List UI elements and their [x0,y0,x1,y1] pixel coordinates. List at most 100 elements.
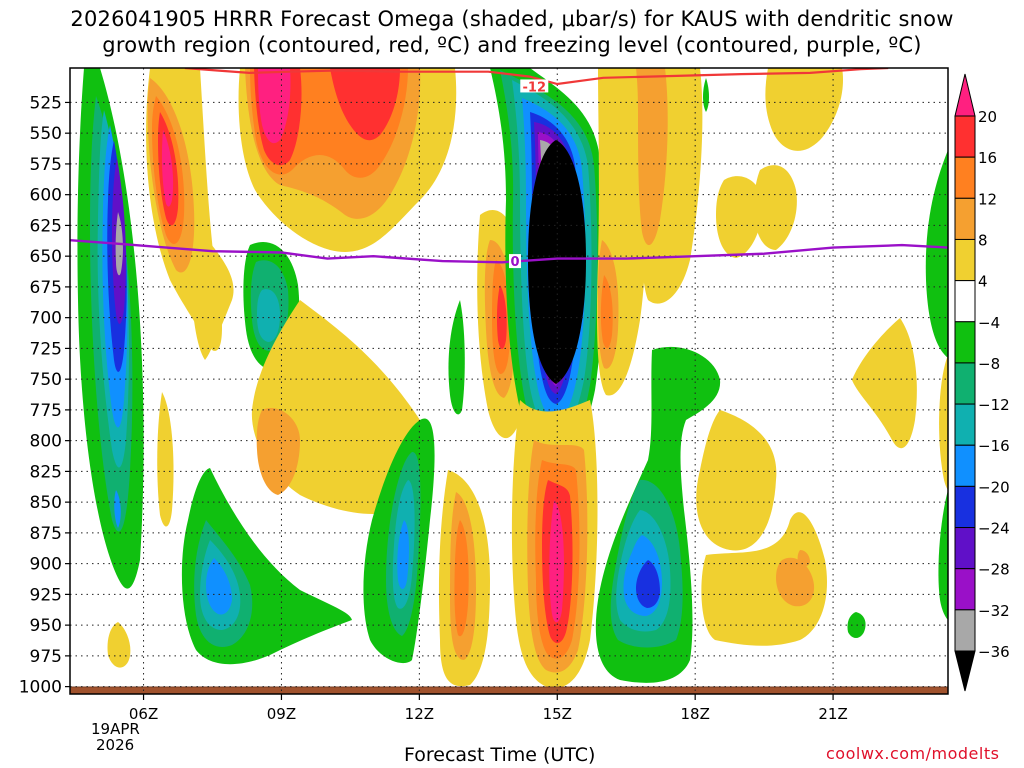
grid-lines [70,68,948,694]
omega-region [600,275,613,349]
y-tick-label: 975 [30,647,62,667]
date-label-day: 19APR [91,720,140,738]
omega-region [454,520,469,637]
colorbar-swatch [954,485,976,529]
colorbar-swatch [954,115,976,158]
y-axis: 525 550 575 600 625 650 675 700 725 750 775 800 825 8… [19,93,70,698]
colorbar-label: −4 [978,314,1000,332]
omega-region [206,558,232,615]
y-tick-label: 900 [30,555,62,575]
colorbar-swatch [954,362,976,405]
y-tick-label: 650 [30,247,62,267]
omega-region [258,68,291,144]
colorbar-label: −32 [978,602,1010,620]
colorbar-swatch [954,527,976,570]
omega-region [696,410,777,551]
omega-region [938,490,948,620]
y-tick-label: 775 [30,401,62,421]
omega-shaded-field [70,68,948,694]
y-tick-label: 550 [30,124,62,144]
x-tick-label: 06Z [129,705,158,723]
colorbar-label: −36 [978,643,1010,661]
omega-region [925,150,948,358]
freezing-level-label: 0 [510,255,519,270]
omega-region [754,165,797,250]
omega-region [397,520,409,589]
y-tick-label: 800 [30,432,62,452]
colorbar-swatch [954,444,976,487]
omega-region [256,408,300,495]
chart-title-line-1: 2026041905 HRRR Forecast Omega (shaded, … [70,7,954,31]
colorbar-upper-arrow [954,73,976,117]
omega-region [797,550,810,567]
omega-region [636,560,660,608]
x-axis-label: Forecast Time (UTC) [404,744,596,766]
freezing-label-bg [509,254,521,269]
omega-region [852,318,917,449]
x-axis: 06Z 09Z 12Z 15Z 18Z 21Z [129,694,848,723]
colorbar-label: −8 [978,355,1000,373]
omega-region [114,490,121,528]
colorbar-label: 20 [978,108,997,126]
colorbar-swatch [954,609,976,652]
colorbar-lower-arrow [954,650,976,692]
colorbar-label: −16 [978,437,1010,455]
omega-region [701,512,828,646]
colorbar-label: 12 [978,190,997,208]
y-tick-label: 625 [30,216,62,236]
chart-title-line-2: growth region (contoured, red, ºC) and f… [102,33,922,57]
omega-region [254,68,400,166]
omega-region [161,130,174,207]
colorbar-label: 16 [978,149,997,167]
colorbar-label: −20 [978,478,1010,496]
colorbar-swatch [954,321,976,364]
y-tick-label: 875 [30,524,62,544]
date-label-year: 2026 [96,736,135,754]
y-tick-label: 925 [30,585,62,605]
omega-region [636,68,668,246]
y-tick-label: 950 [30,616,62,636]
colorbar-swatch [954,280,976,323]
y-tick-label: 725 [30,339,62,359]
y-tick-label: 575 [30,155,62,175]
y-tick-label: 825 [30,462,62,482]
omega-region [157,392,174,527]
y-tick-label: 850 [30,493,62,513]
colorbar-swatch [954,156,976,199]
colorbar-label: −28 [978,561,1010,579]
colorbar-swatch [954,403,976,446]
y-tick-label: 675 [30,278,62,298]
colorbar-label: −24 [978,520,1010,538]
colorbar-label: 8 [978,231,988,249]
freezing-level-line [70,239,948,264]
colorbar: 20 16 12 8 4 −4 −8 −12 −16 −20 −24 −28 −32 −36 [954,73,1010,692]
source-credit: coolwx.com/modelts [826,744,1000,763]
x-tick-label: 09Z [267,705,296,723]
omega-region [703,78,709,112]
y-tick-label: 525 [30,93,62,113]
omega-region [257,289,280,342]
plot-frame [69,67,949,695]
y-tick-label: 1000 [19,678,62,698]
omega-region [107,622,131,668]
y-tick-label: 700 [30,309,62,329]
y-tick-label: 750 [30,370,62,390]
omega-region [939,355,948,490]
y-tick-label: 600 [30,186,62,206]
dgz-label-bg [520,79,549,93]
omega-region [679,80,702,145]
colorbar-swatch [954,238,976,282]
omega-region [716,176,763,258]
contour-lines: 0 -12 [70,68,948,270]
x-tick-label: 15Z [543,705,572,723]
omega-region [448,300,465,415]
omega-region [765,68,844,151]
colorbar-label: −12 [978,396,1010,414]
x-tick-label: 12Z [405,705,434,723]
omega-region [496,285,507,349]
omega-region [191,230,234,360]
colorbar-swatch [954,197,976,240]
ground-surface [70,687,948,694]
omega-region [549,500,564,623]
